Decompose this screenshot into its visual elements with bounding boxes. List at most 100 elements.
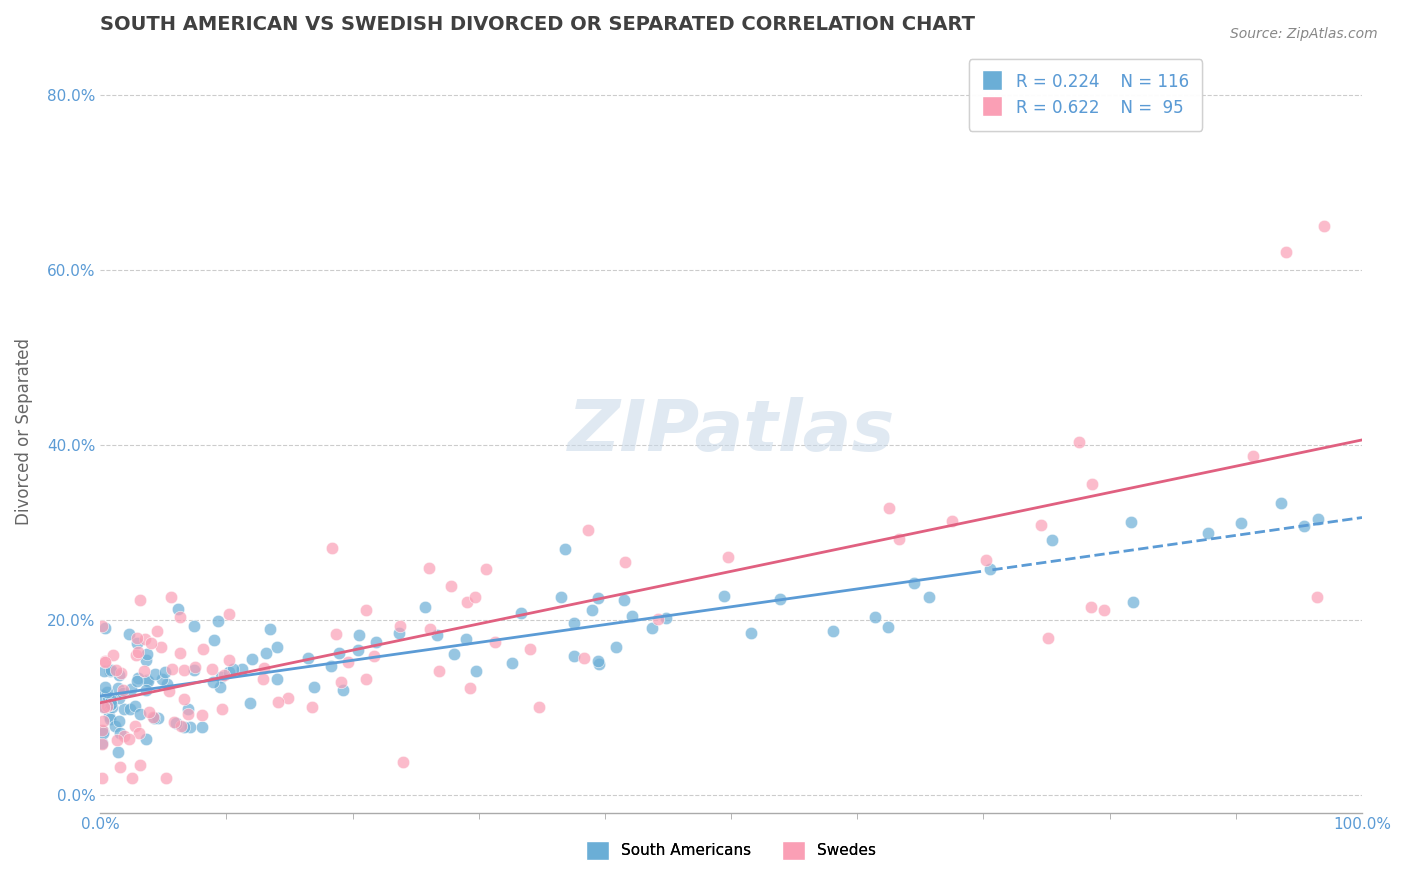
Point (91, 714, 114, 729)
Point (127, 671, 149, 685)
Point (93, 700, 115, 714)
Point (1038, 631, 1060, 645)
Point (135, 673, 157, 687)
Point (266, 672, 288, 686)
Point (1081, 477, 1104, 491)
Point (1122, 595, 1144, 609)
Point (135, 683, 157, 698)
Point (363, 649, 385, 664)
Point (529, 700, 551, 714)
Point (346, 643, 368, 657)
Point (90, 771, 112, 785)
Point (124, 699, 146, 714)
Point (183, 663, 205, 677)
Point (118, 627, 141, 641)
Point (1080, 599, 1102, 614)
Point (443, 648, 465, 662)
Point (574, 651, 596, 665)
Point (201, 662, 224, 676)
Point (1092, 603, 1115, 617)
Point (107, 690, 129, 705)
Point (91, 723, 114, 738)
Point (132, 664, 155, 678)
Point (212, 668, 235, 682)
Y-axis label: Divorced or Separated: Divorced or Separated (15, 338, 32, 525)
Point (118, 702, 141, 716)
Point (173, 691, 195, 706)
Point (389, 619, 412, 633)
Point (821, 624, 844, 638)
Point (173, 720, 195, 734)
Point (484, 634, 506, 648)
Point (465, 664, 488, 678)
Point (354, 673, 377, 687)
Point (588, 591, 610, 606)
Point (91, 726, 114, 740)
Point (259, 623, 281, 637)
Point (179, 720, 201, 734)
Point (325, 627, 347, 641)
Point (96, 698, 118, 713)
Point (193, 642, 215, 657)
Point (509, 606, 531, 620)
Point (253, 661, 276, 675)
Point (127, 636, 149, 650)
Point (112, 730, 135, 744)
Point (941, 514, 963, 528)
Point (124, 719, 146, 733)
Point (94, 621, 117, 635)
Point (156, 676, 179, 690)
Point (1230, 516, 1253, 531)
Point (877, 620, 900, 634)
Point (218, 653, 240, 667)
Point (90, 688, 112, 702)
Point (169, 646, 191, 660)
Legend: R = 0.224    N = 116, R = 0.622    N =  95: R = 0.224 N = 116, R = 0.622 N = 95 (969, 59, 1202, 130)
Point (877, 500, 900, 515)
Point (91, 700, 114, 714)
Point (155, 665, 177, 680)
Point (167, 602, 190, 616)
Point (155, 771, 177, 785)
Point (581, 602, 603, 616)
Text: ZIPatlas: ZIPatlas (568, 397, 894, 467)
Point (1029, 518, 1052, 533)
Point (111, 682, 134, 697)
Point (328, 646, 350, 660)
Point (143, 666, 166, 681)
Point (614, 555, 637, 569)
Point (366, 635, 388, 649)
Point (221, 662, 243, 676)
Point (454, 632, 477, 646)
Point (413, 599, 436, 614)
Point (1270, 496, 1292, 510)
Point (112, 686, 135, 700)
Point (209, 681, 232, 695)
Point (211, 702, 233, 716)
Point (475, 562, 498, 576)
Point (112, 701, 135, 715)
Point (150, 672, 173, 686)
Point (713, 590, 735, 604)
Point (94, 654, 117, 668)
Point (456, 595, 478, 609)
Point (91, 736, 114, 750)
Point (354, 603, 377, 617)
Point (1067, 435, 1090, 450)
Point (127, 645, 149, 659)
Point (125, 631, 148, 645)
Point (125, 648, 148, 662)
Point (129, 707, 152, 722)
Point (231, 662, 253, 676)
Point (169, 610, 191, 624)
Point (302, 681, 325, 695)
Point (160, 662, 183, 676)
Point (519, 642, 541, 657)
Point (605, 640, 627, 655)
Point (218, 665, 240, 680)
Point (128, 757, 150, 772)
Point (104, 719, 127, 733)
Point (150, 640, 173, 654)
Point (141, 635, 163, 649)
Point (100, 693, 122, 707)
